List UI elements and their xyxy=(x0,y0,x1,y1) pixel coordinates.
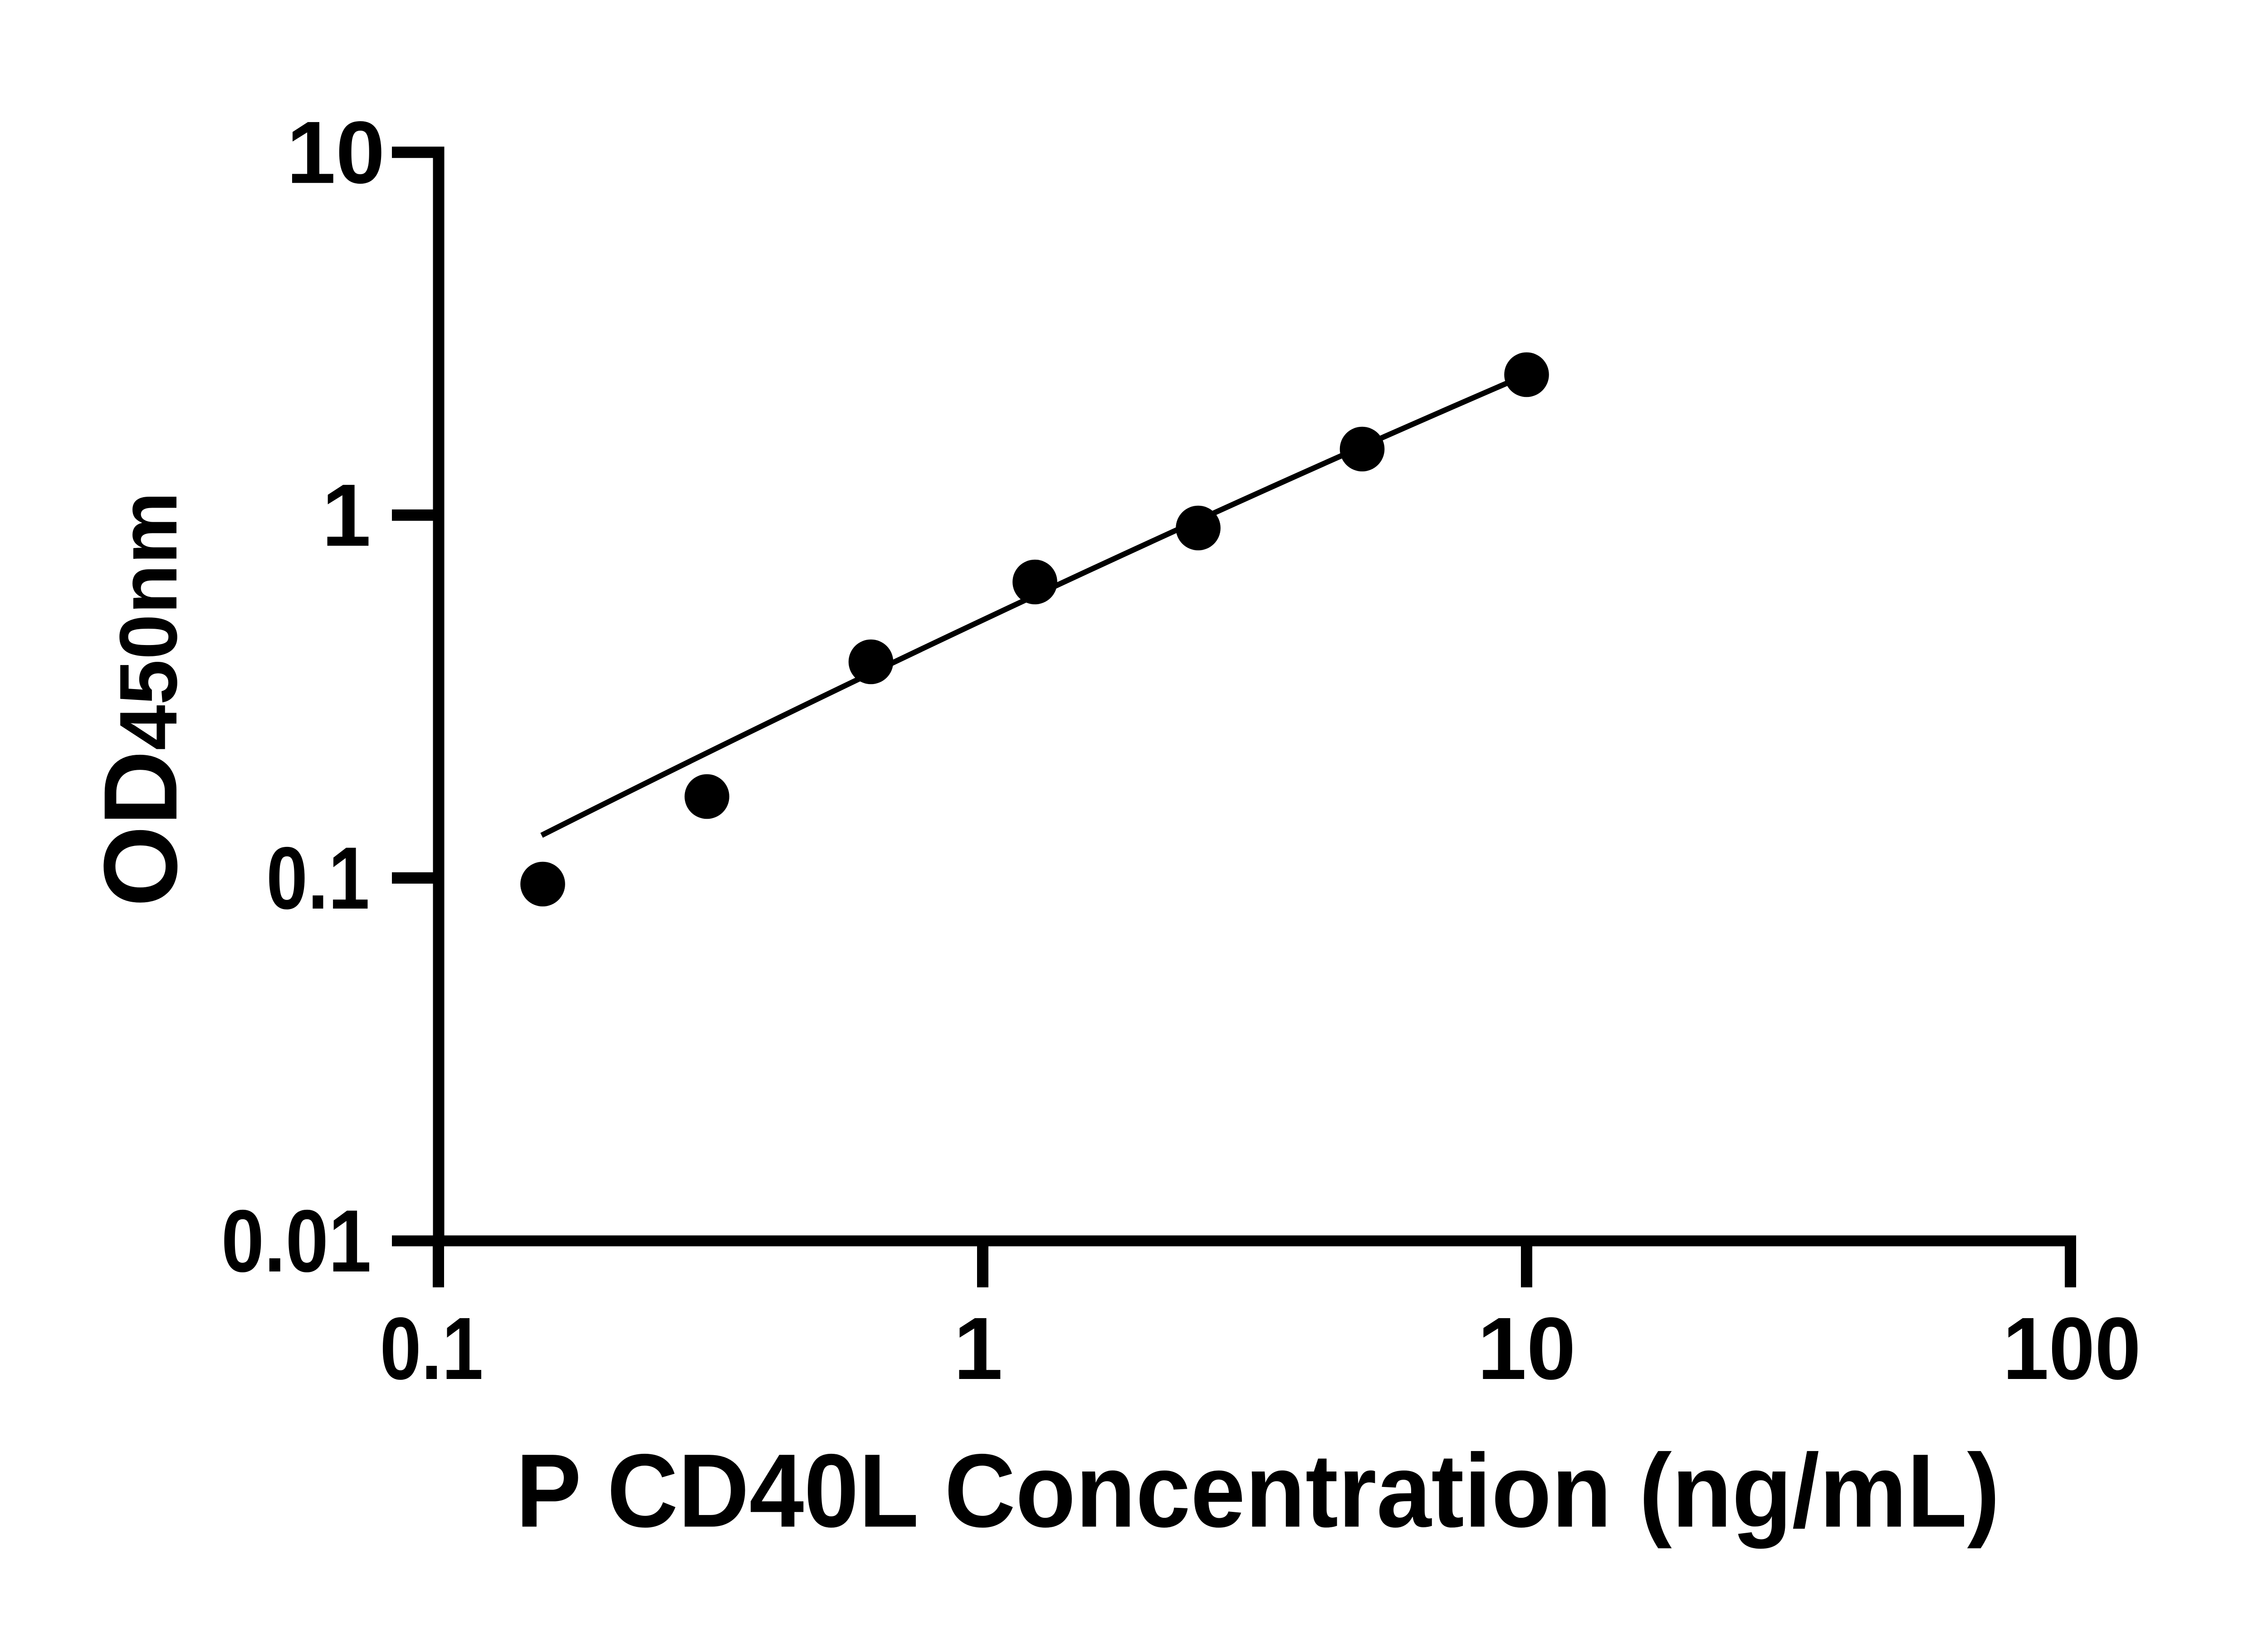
svg-text:0.1: 0.1 xyxy=(380,1299,484,1398)
svg-text:OD450nm: OD450nm xyxy=(82,492,199,907)
svg-text:0.1: 0.1 xyxy=(266,829,370,928)
svg-text:10: 10 xyxy=(1477,1299,1576,1398)
svg-text:1: 1 xyxy=(322,466,371,565)
svg-text:1: 1 xyxy=(953,1299,1002,1398)
svg-text:100: 100 xyxy=(2003,1299,2141,1398)
svg-text:P CD40L Concentration (ng/mL): P CD40L Concentration (ng/mL) xyxy=(516,1433,2000,1549)
svg-text:10: 10 xyxy=(287,103,385,202)
svg-text:0.01: 0.01 xyxy=(221,1192,371,1291)
